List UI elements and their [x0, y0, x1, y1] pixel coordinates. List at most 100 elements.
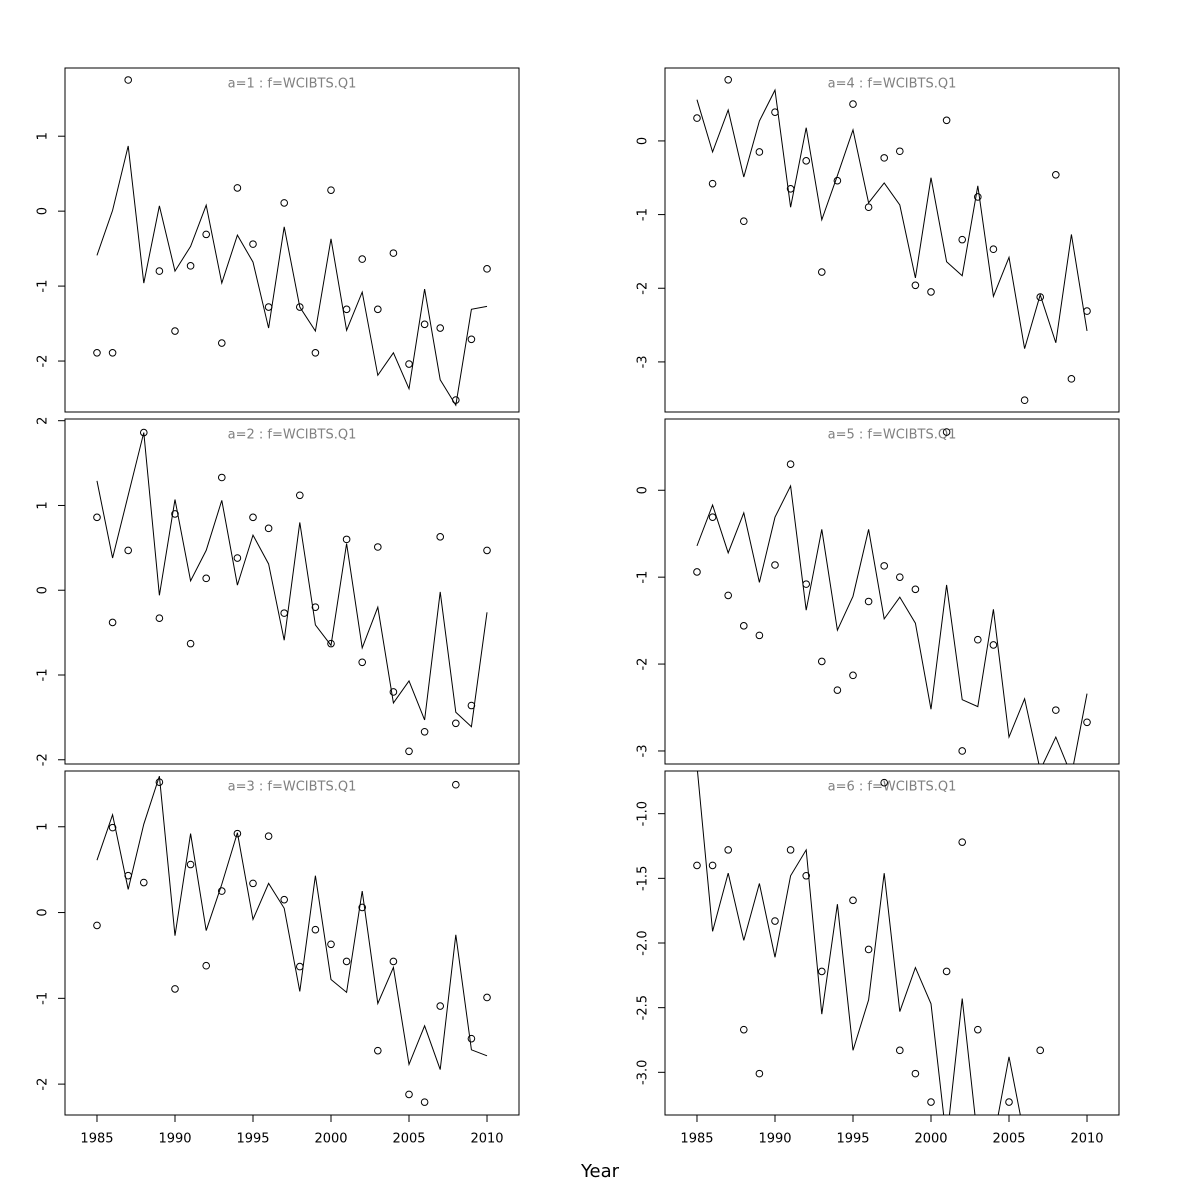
y-tick-label: 1 — [36, 823, 51, 831]
data-point — [864, 203, 873, 212]
y-tick-label: -1 — [36, 280, 51, 293]
data-point — [389, 957, 398, 966]
data-point — [833, 686, 842, 694]
data-point — [389, 249, 398, 257]
y-tick-label: 0 — [36, 207, 51, 215]
data-point — [420, 727, 429, 736]
x-tick-label: 1990 — [758, 1132, 791, 1147]
series-line — [96, 432, 488, 728]
data-point — [817, 268, 826, 276]
panel-frame — [664, 418, 1120, 765]
x-tick-label: 2000 — [914, 1132, 947, 1147]
data-point — [233, 554, 242, 562]
data-point — [974, 635, 982, 644]
data-point — [420, 320, 429, 329]
data-point — [186, 639, 195, 648]
y-tick-label: -1 — [636, 208, 651, 221]
data-point — [483, 993, 491, 1002]
data-point — [849, 896, 857, 905]
data-point — [155, 614, 164, 623]
data-point — [311, 603, 320, 611]
data-point — [958, 747, 967, 755]
plot-area — [93, 76, 491, 407]
panel-frame — [664, 67, 1120, 413]
data-point — [927, 288, 935, 296]
data-point — [771, 108, 779, 116]
x-tick-label: 2005 — [392, 1132, 425, 1147]
y-tick-label: -2.5 — [636, 995, 651, 1020]
data-point — [296, 962, 304, 971]
data-point — [755, 148, 764, 156]
data-point — [249, 513, 257, 522]
data-point — [93, 513, 101, 522]
panel-frame — [64, 418, 520, 765]
data-point — [374, 305, 382, 314]
series-line — [696, 771, 1021, 1115]
panel-frame — [64, 770, 520, 1116]
data-point — [942, 967, 951, 976]
data-point — [124, 546, 132, 555]
data-point — [452, 719, 460, 728]
data-point — [327, 639, 335, 648]
data-point — [802, 871, 810, 880]
x-axis-label: Year — [580, 1161, 620, 1182]
data-point — [436, 533, 445, 541]
data-point — [817, 967, 826, 976]
y-tick-label: -1 — [36, 669, 51, 682]
data-point — [108, 823, 117, 832]
y-tick-label: 1 — [36, 501, 51, 509]
data-point — [724, 591, 732, 600]
data-point — [311, 925, 320, 934]
y-tick-label: -2 — [36, 1078, 51, 1091]
data-point — [1052, 706, 1060, 714]
data-point — [708, 861, 717, 870]
data-point — [249, 240, 257, 248]
data-point — [1036, 1046, 1045, 1055]
data-point — [880, 154, 888, 162]
data-point — [989, 245, 998, 254]
data-point — [108, 348, 117, 357]
data-point — [249, 879, 257, 888]
data-point — [264, 524, 273, 533]
data-point — [880, 778, 888, 787]
data-point — [739, 622, 748, 630]
data-point — [802, 157, 810, 165]
data-point — [724, 846, 732, 854]
y-tick-label: -3.0 — [636, 1060, 651, 1085]
series-line — [696, 484, 1088, 764]
data-point — [755, 1069, 764, 1078]
data-point — [436, 1002, 445, 1010]
x-tick-label: 1990 — [158, 1132, 191, 1147]
x-tick-label: 1995 — [236, 1132, 269, 1147]
data-point — [771, 917, 779, 925]
y-tick-label: 0 — [36, 586, 51, 594]
data-point — [374, 1046, 382, 1055]
data-point — [896, 573, 904, 581]
panel-title: a=6 : f=WCIBTS.Q1 — [828, 780, 957, 795]
y-tick-label: 0 — [636, 137, 651, 145]
data-point — [989, 641, 998, 649]
panel-title: a=5 : f=WCIBTS.Q1 — [828, 428, 957, 443]
data-point — [739, 1025, 748, 1034]
panel-title: a=2 : f=WCIBTS.Q1 — [228, 428, 357, 443]
plot-area — [93, 428, 491, 756]
data-point — [202, 961, 210, 970]
data-point — [693, 114, 701, 122]
data-point — [1083, 718, 1091, 727]
data-point — [186, 262, 195, 270]
data-point — [186, 860, 195, 869]
data-point — [124, 76, 132, 84]
y-tick-label: -3 — [636, 744, 651, 757]
y-tick-label: -2 — [636, 282, 651, 295]
data-point — [693, 568, 701, 576]
data-point — [693, 861, 701, 870]
data-point — [342, 535, 351, 544]
data-point — [358, 903, 367, 912]
plot-area — [93, 775, 491, 1106]
plot-area — [693, 75, 1091, 405]
y-tick-label: -1 — [636, 571, 651, 584]
data-point — [280, 199, 288, 207]
series-line — [96, 145, 488, 407]
data-point — [911, 585, 920, 594]
data-point — [739, 217, 748, 226]
